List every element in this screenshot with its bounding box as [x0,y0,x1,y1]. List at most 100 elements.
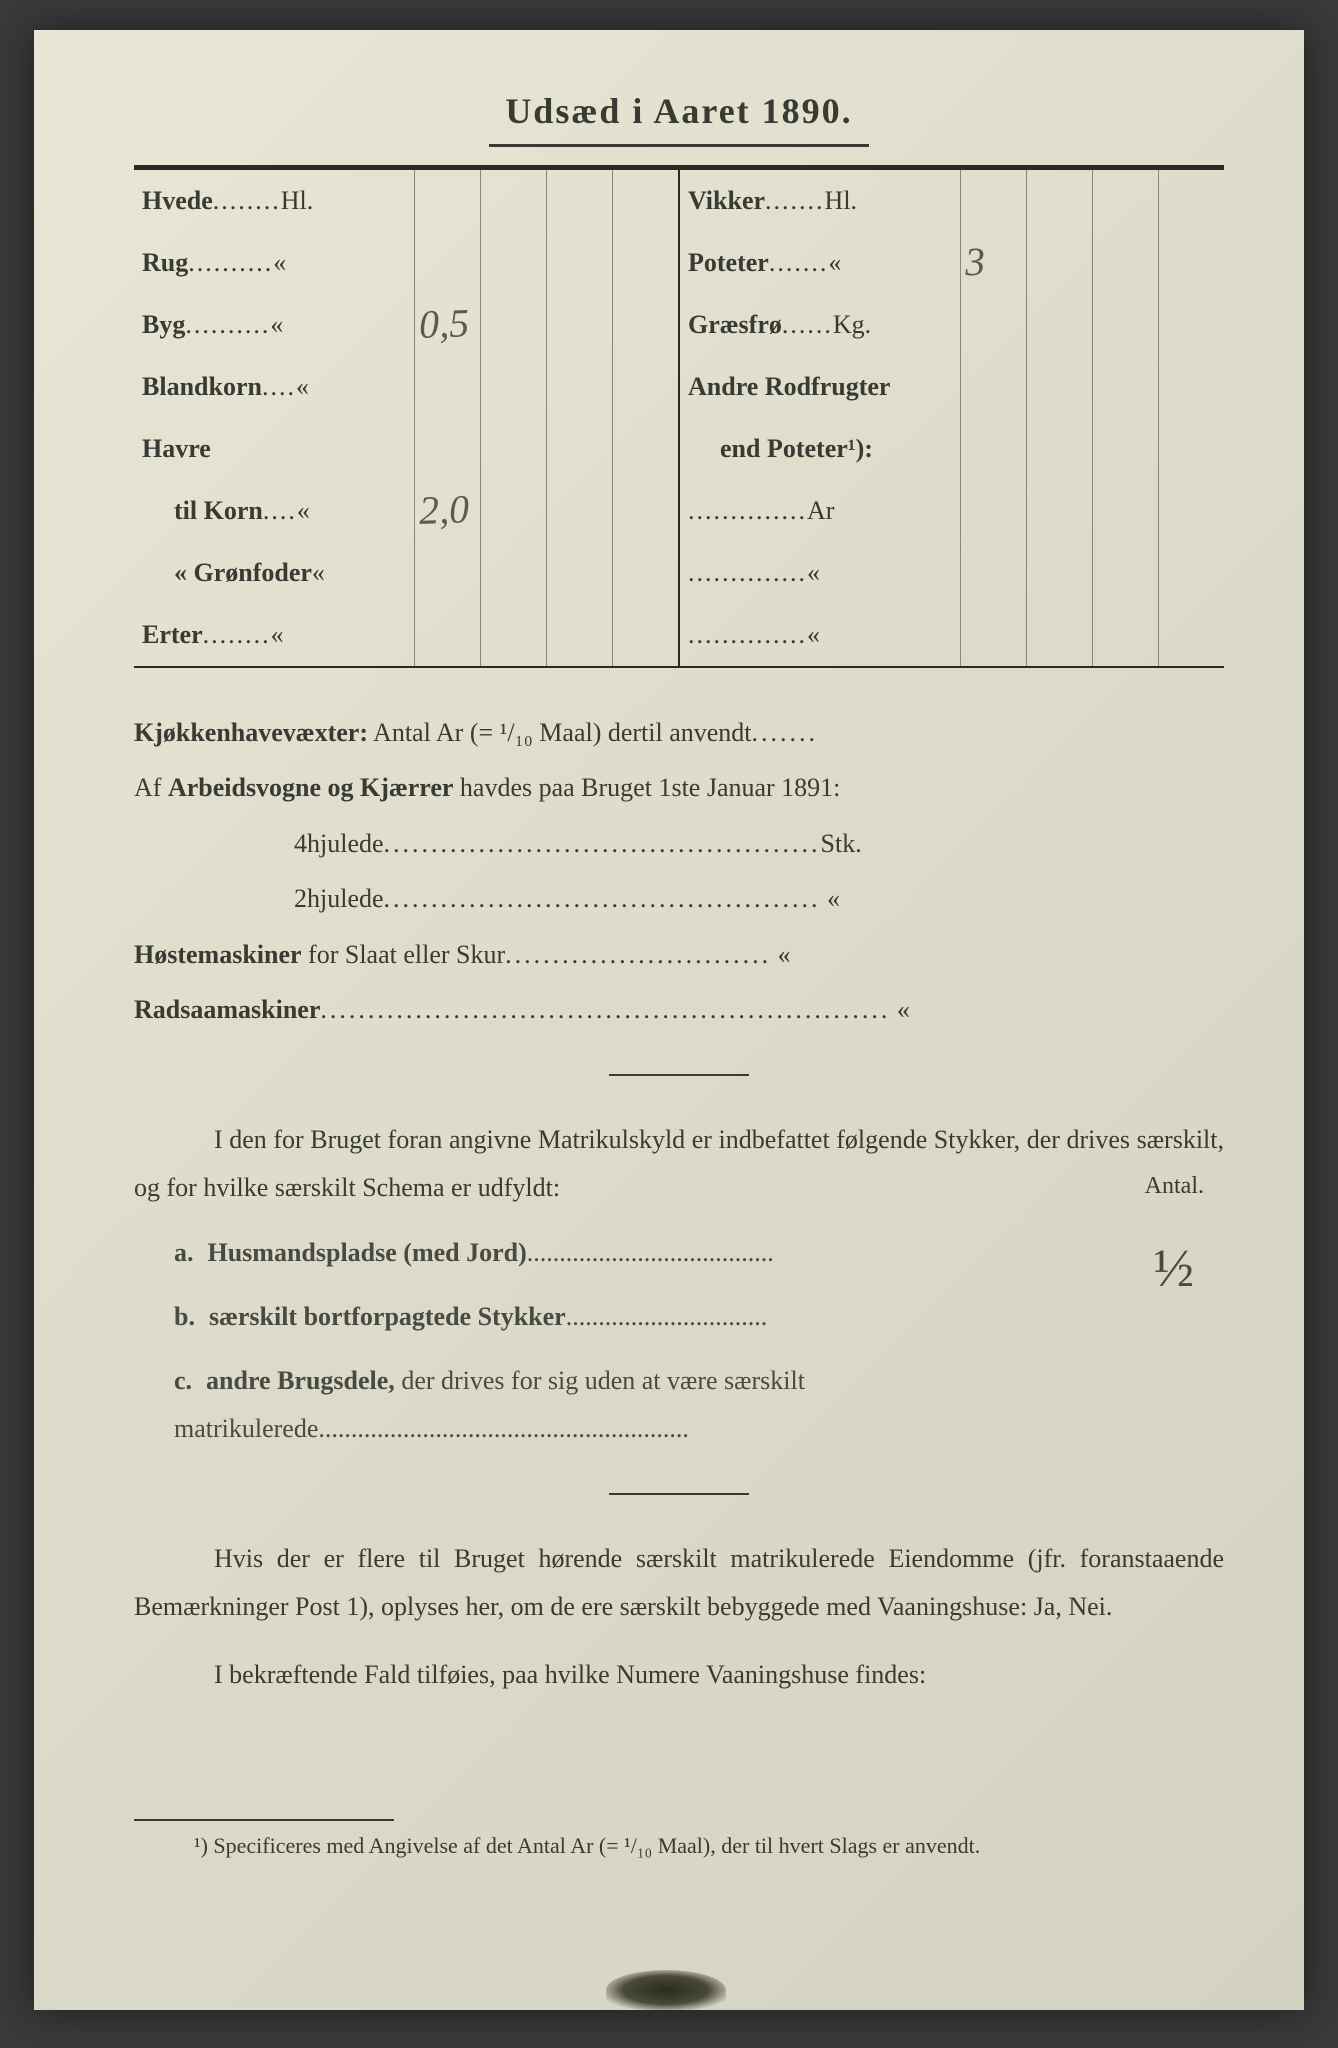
crop-row: Poteter.......«3 [680,232,1224,294]
crop-row: Havre [134,418,678,480]
crop-cell [1026,542,1092,604]
vaaningshuse-p2-bold: hvilke Numere [545,1660,700,1689]
crop-row: end Poteter¹): [680,418,1224,480]
wagons-2wheel-label: 2hjulede [294,884,384,913]
kitchen-garden-text: Antal Ar (= ¹/₁₀ Maal) dertil anvendt [368,718,752,747]
crop-cell [960,294,1026,356]
crop-cell [480,480,546,542]
crop-label: Vikker.......Hl. [680,186,960,216]
crop-table: Hvede........Hl. Rug..........« Byg.......… [134,170,1224,668]
harvest-machines-dots: ............................ [505,940,771,969]
crop-cell [1026,480,1092,542]
crop-cell [1026,356,1092,418]
crop-cell [1092,294,1158,356]
matrikul-section: I den for Bruget foran angivne Matrikuls… [134,1116,1224,1453]
antal-header: Antal. [1145,1164,1204,1208]
crop-cell [1026,604,1092,666]
vaaningshuse-p1-bold: Vaaningshuse: [877,1592,1027,1621]
kitchen-garden-dots: ....... [752,718,819,747]
crop-label: ..............Ar [680,496,960,526]
matrikul-item: c.andre Brugsdele, der drives for sig ud… [174,1357,1224,1453]
harvest-machines-unit: « [778,940,791,969]
crop-cell [414,418,480,480]
kitchen-garden-section: Kjøkkenhavevæxter: Antal Ar (= ¹/₁₀ Maal… [134,708,1224,1034]
crop-cell [960,356,1026,418]
crop-cell [480,418,546,480]
crop-cell [960,542,1026,604]
seed-drill-label: Radsaamaskiner [134,995,320,1024]
crop-cell [612,604,678,666]
crop-cell [1158,232,1224,294]
crop-cell [546,604,612,666]
crop-row: til Korn....«2,0 [134,480,678,542]
matrikul-para-text: I den for Bruget foran angivne Matrikuls… [134,1125,1224,1202]
kitchen-garden-label: Kjøkkenhavevæxter: [134,718,368,747]
divider-2 [609,1493,749,1495]
crop-row: Andre Rodfrugter [680,356,1224,418]
crop-cell [1026,232,1092,294]
crop-cell [414,604,480,666]
crop-row: Græsfrø......Kg. [680,294,1224,356]
crop-cells: 3 [960,232,1224,294]
document-page: Udsæd i Aaret 1890. Hvede........Hl. Rug.… [34,30,1304,2010]
crop-label: end Poteter¹): [680,434,960,464]
crop-label: Poteter.......« [680,248,960,278]
crop-label: Rug..........« [134,248,414,278]
crop-cell [1092,480,1158,542]
crop-row: ..............« [680,542,1224,604]
crop-cell [1158,542,1224,604]
crop-cell [480,604,546,666]
wagons-2wheel-unit: « [827,884,840,913]
crop-cells [414,170,678,232]
crop-label: Byg..........« [134,310,414,340]
crop-cell [960,170,1026,232]
crop-cell [1158,418,1224,480]
footnote-rule [134,1819,394,1821]
crop-cell [612,170,678,232]
crop-cell [960,480,1026,542]
crop-cell [546,542,612,604]
crop-cell [480,356,546,418]
crop-cell [1092,170,1158,232]
wagons-4wheel-row: 4hjulede................................… [134,819,1224,868]
crop-cell [546,232,612,294]
crop-table-right-column: Vikker.......Hl.Poteter.......«3Græsfrø.… [680,170,1224,666]
crop-cell [1158,480,1224,542]
crop-table-left-column: Hvede........Hl. Rug..........« Byg.......… [134,170,680,666]
crop-cell [612,356,678,418]
crop-cells [960,480,1224,542]
crop-label: « Grønfoder« [134,558,414,588]
vaaningshuse-section: Hvis der er flere til Bruget hørende sær… [134,1535,1224,1699]
handwritten-value: 3 [964,238,986,286]
harvest-machines-row: Høstemaskiner for Slaat eller Skur......… [134,930,1224,979]
crop-cell [1158,604,1224,666]
seed-drill-row: Radsaamaskiner..........................… [134,985,1224,1034]
crop-label: Hvede........Hl. [134,186,414,216]
crop-label: ..............« [680,558,960,588]
wagons-2wheel-dots: ........................................… [384,884,821,913]
crop-cells [960,604,1224,666]
crop-cell [1092,418,1158,480]
crop-cells [960,356,1224,418]
crop-cells [960,294,1224,356]
crop-cell [414,232,480,294]
title-underline [489,144,869,147]
crop-cell [546,418,612,480]
crop-row: Hvede........Hl. [134,170,678,232]
crop-cell [1026,170,1092,232]
crop-cell [1092,604,1158,666]
crop-cell [480,232,546,294]
crop-cell: 2,0 [414,480,480,542]
page-title: Udsæd i Aaret 1890. [134,90,1224,132]
crop-cell [1092,232,1158,294]
matrikul-item: a.Husmandspladse (med Jord).............… [174,1229,1224,1277]
crop-cell [480,542,546,604]
kitchen-garden-row: Kjøkkenhavevæxter: Antal Ar (= ¹/₁₀ Maal… [134,708,1224,757]
crop-cell [414,170,480,232]
vaaningshuse-para2: I bekræftende Fald tilføies, paa hvilke … [134,1651,1224,1699]
crop-cells [960,418,1224,480]
crop-cell [612,232,678,294]
seed-drill-unit: « [897,995,910,1024]
crop-label: ..............« [680,620,960,650]
vaaningshuse-p2-pre: I bekræftende Fald tilføies, paa [214,1660,545,1689]
